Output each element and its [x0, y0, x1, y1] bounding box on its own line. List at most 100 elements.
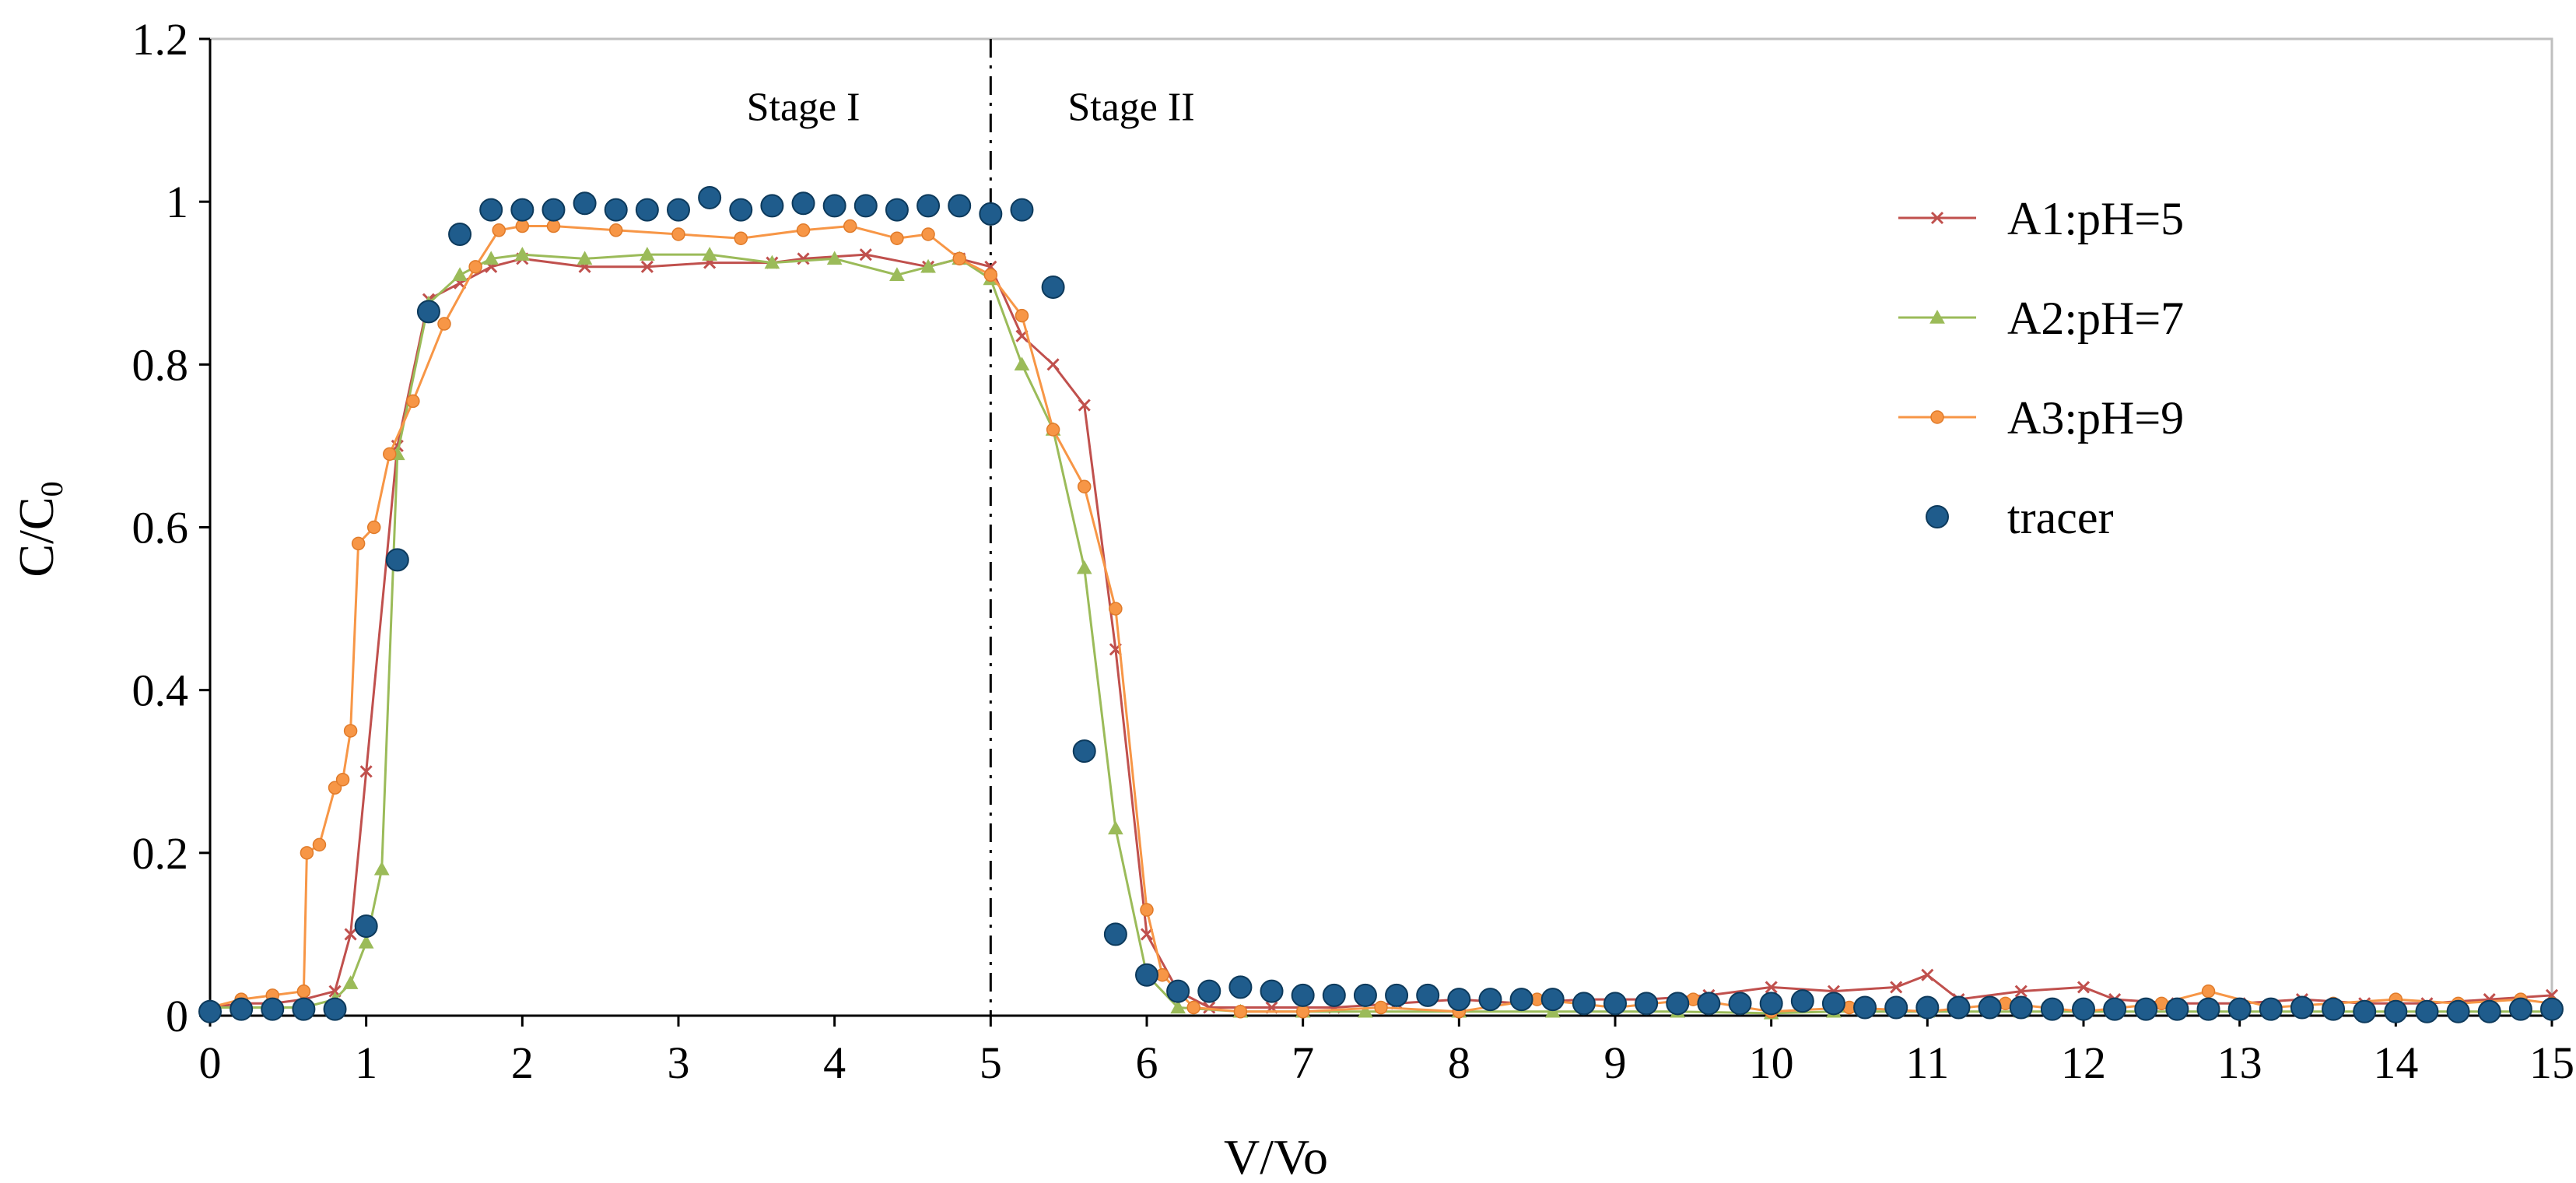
series-a2-ph-7	[202, 247, 2560, 1020]
series-a3-ph-9	[203, 219, 2559, 1019]
legend-item: tracer	[1926, 492, 2114, 543]
data-point	[729, 198, 753, 222]
y-tick-label: 1.2	[132, 14, 189, 65]
data-point	[335, 772, 350, 787]
data-point	[483, 251, 499, 265]
data-point	[1197, 979, 1221, 1003]
data-point	[492, 223, 506, 237]
data-point	[1072, 739, 1096, 764]
data-point	[2446, 999, 2470, 1023]
x-tick-label: 6	[1136, 1037, 1158, 1088]
data-point	[342, 975, 359, 989]
series-line	[209, 225, 2553, 1013]
data-point	[979, 202, 1003, 226]
data-point	[1103, 922, 1127, 946]
data-point	[358, 934, 374, 949]
y-tick-label: 0.4	[132, 665, 189, 716]
data-point	[890, 231, 904, 245]
legend: A1:pH=5 A2:pH=7 A3:pH=9 tracer	[1898, 193, 2184, 543]
data-point	[2290, 995, 2314, 1020]
data-point	[292, 997, 316, 1021]
data-point	[1921, 968, 1934, 981]
y-axis-title: C/C0	[9, 481, 69, 577]
legend-item: A1:pH=5	[1898, 193, 2184, 244]
x-tick-label: 13	[2217, 1037, 2262, 1088]
legend-swatch-marker	[1929, 309, 1945, 324]
data-point	[1260, 979, 1284, 1003]
data-point	[983, 268, 998, 283]
data-point	[2477, 999, 2501, 1023]
data-point	[1915, 995, 1940, 1020]
data-point	[351, 536, 366, 551]
data-point	[383, 447, 397, 462]
data-point	[640, 247, 655, 261]
series-a1-ph-5	[203, 248, 2559, 1014]
data-point	[1509, 988, 1533, 1012]
data-point	[760, 194, 784, 218]
legend-label: A3:pH=9	[2007, 392, 2184, 444]
data-point	[2009, 995, 2033, 1020]
data-point	[323, 997, 347, 1021]
stage-label: Stage I	[747, 86, 860, 130]
data-point	[1978, 995, 2002, 1020]
data-point	[608, 223, 623, 237]
data-point	[2540, 997, 2564, 1021]
series-line	[209, 253, 2553, 1009]
data-point	[344, 928, 357, 941]
data-point	[1186, 1000, 1200, 1015]
data-point	[667, 198, 690, 222]
data-point	[343, 724, 358, 738]
data-point	[1077, 479, 1092, 493]
data-point	[385, 548, 409, 572]
data-point	[577, 251, 593, 265]
data-point	[702, 247, 717, 261]
data-point	[1041, 275, 1065, 299]
data-point	[1374, 1000, 1388, 1015]
legend-item: A3:pH=9	[1898, 392, 2184, 444]
y-axis-ticks: 0 0.2 0.4 0.6 0.8 1 1.2	[132, 14, 210, 1041]
data-point	[916, 194, 941, 218]
data-point	[1322, 983, 1346, 1007]
data-point	[2415, 999, 2439, 1023]
data-point	[734, 231, 748, 245]
data-point	[1759, 992, 1783, 1016]
x-tick-label: 9	[1604, 1037, 1627, 1088]
data-point	[1572, 992, 1596, 1016]
legend-label: tracer	[2007, 492, 2114, 543]
y-tick-label: 0.2	[132, 828, 189, 879]
data-point	[1821, 992, 1845, 1016]
data-point	[448, 223, 472, 246]
data-point	[1478, 988, 1502, 1012]
data-point	[406, 394, 420, 409]
data-point	[1890, 981, 1903, 994]
data-point	[437, 317, 451, 331]
data-point	[1765, 981, 1778, 994]
data-point	[416, 300, 440, 324]
data-point	[1015, 308, 1029, 323]
data-point	[826, 251, 843, 265]
data-point	[2134, 997, 2158, 1021]
y-tick-label: 0.6	[132, 503, 189, 553]
data-point	[885, 198, 909, 222]
x-tick-label: 10	[1749, 1037, 1794, 1088]
data-point	[1046, 423, 1060, 437]
data-point	[510, 198, 534, 222]
data-point	[2103, 997, 2127, 1021]
data-point	[698, 185, 722, 209]
stage-annotations: Stage I Stage II	[747, 86, 1195, 130]
data-point	[468, 260, 482, 274]
data-point	[764, 255, 780, 269]
data-point	[2196, 997, 2220, 1021]
data-point	[2201, 984, 2216, 999]
data-point	[671, 227, 685, 241]
data-point	[1010, 198, 1034, 222]
data-point	[797, 252, 810, 265]
data-point	[354, 914, 378, 938]
x-tick-label: 5	[980, 1037, 1002, 1088]
x-tick-label: 14	[2373, 1037, 2418, 1088]
x-axis-title: V/Vo	[1224, 1129, 1328, 1183]
data-point	[1947, 995, 1971, 1020]
data-point	[373, 861, 390, 876]
y-axis-title-main: C/C	[9, 497, 64, 577]
